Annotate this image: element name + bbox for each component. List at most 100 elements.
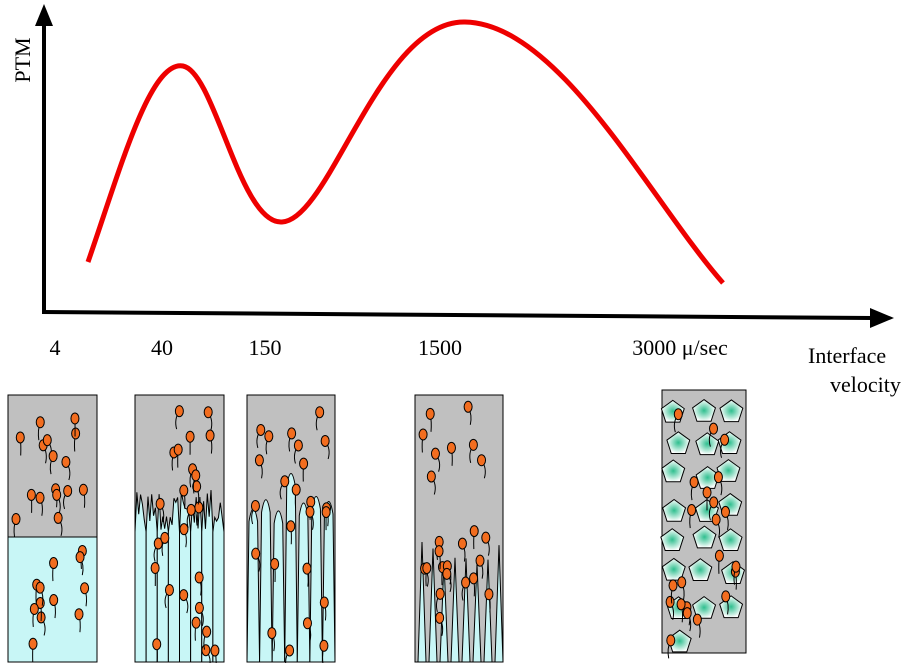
particle bbox=[250, 499, 260, 512]
particle bbox=[29, 602, 39, 615]
particle bbox=[469, 572, 479, 585]
particle bbox=[673, 408, 683, 421]
particle bbox=[711, 513, 721, 526]
particle bbox=[666, 634, 676, 647]
particle bbox=[49, 594, 59, 607]
particle bbox=[713, 471, 723, 484]
particle bbox=[469, 525, 479, 538]
x-axis bbox=[41, 310, 873, 320]
crystal bbox=[309, 496, 323, 663]
particle bbox=[210, 644, 220, 657]
particle bbox=[720, 505, 730, 518]
particle bbox=[286, 520, 296, 533]
particle bbox=[731, 560, 741, 573]
crystal bbox=[494, 545, 504, 663]
crystal bbox=[156, 494, 169, 663]
particle bbox=[179, 484, 189, 497]
crystal bbox=[417, 541, 427, 663]
grain bbox=[692, 525, 717, 549]
particle bbox=[442, 567, 452, 580]
particle bbox=[434, 545, 444, 558]
particle bbox=[185, 430, 195, 443]
particle bbox=[35, 596, 45, 609]
particle bbox=[53, 511, 63, 524]
x-label: 3000 μ/sec bbox=[632, 335, 728, 360]
panels bbox=[7, 389, 747, 663]
particle bbox=[174, 405, 184, 418]
particle bbox=[194, 601, 204, 614]
particle bbox=[35, 416, 45, 429]
particle bbox=[203, 406, 213, 419]
particle bbox=[446, 441, 456, 454]
particle bbox=[477, 454, 487, 467]
x-label: 1500 bbox=[418, 335, 462, 360]
grain bbox=[688, 558, 713, 581]
crystal bbox=[246, 508, 261, 663]
crystal bbox=[439, 562, 449, 663]
particle bbox=[205, 429, 215, 442]
particle bbox=[319, 596, 329, 609]
grain bbox=[692, 595, 717, 619]
crystal bbox=[259, 499, 273, 663]
particle bbox=[457, 537, 467, 550]
particle bbox=[160, 531, 170, 544]
x-label: 40 bbox=[151, 335, 173, 360]
particle bbox=[692, 613, 702, 626]
particle bbox=[61, 455, 71, 468]
grain bbox=[719, 399, 744, 423]
particle bbox=[80, 582, 90, 595]
particle bbox=[687, 504, 697, 517]
particle bbox=[320, 434, 330, 447]
crystal bbox=[461, 558, 471, 663]
particle bbox=[714, 549, 724, 562]
grain bbox=[695, 432, 720, 456]
x-label: 150 bbox=[249, 335, 282, 360]
particle bbox=[422, 562, 432, 575]
particle bbox=[63, 484, 73, 497]
particle bbox=[668, 579, 678, 592]
particle bbox=[481, 531, 491, 544]
particle bbox=[15, 431, 25, 444]
particle bbox=[191, 469, 201, 482]
particle bbox=[75, 551, 85, 564]
particle bbox=[152, 638, 162, 651]
particle bbox=[264, 430, 274, 443]
grain bbox=[666, 431, 691, 455]
particle bbox=[321, 506, 331, 519]
x-axis-label: Interface bbox=[808, 343, 886, 368]
particle bbox=[665, 595, 675, 608]
particle bbox=[150, 561, 160, 574]
particle bbox=[287, 427, 297, 440]
particle bbox=[202, 625, 212, 638]
panel bbox=[7, 394, 98, 538]
particle bbox=[26, 488, 36, 501]
particle bbox=[484, 588, 494, 601]
particle bbox=[682, 607, 692, 620]
ptm-curve bbox=[85, 19, 725, 285]
particle bbox=[164, 583, 174, 596]
particle bbox=[468, 438, 478, 451]
particle bbox=[201, 644, 211, 657]
particle bbox=[11, 513, 21, 526]
particle bbox=[677, 576, 687, 589]
particle bbox=[418, 428, 428, 441]
particle bbox=[49, 557, 59, 570]
particle bbox=[302, 617, 312, 630]
particle bbox=[293, 439, 303, 452]
particle bbox=[194, 571, 204, 584]
particle bbox=[435, 611, 445, 624]
particle bbox=[285, 644, 295, 657]
particle bbox=[306, 495, 316, 508]
particle bbox=[35, 581, 45, 594]
particle bbox=[48, 450, 58, 463]
particle bbox=[179, 589, 189, 602]
particle bbox=[280, 475, 290, 488]
particle bbox=[173, 443, 183, 456]
particle bbox=[52, 488, 62, 501]
particle bbox=[475, 554, 485, 567]
particle bbox=[319, 639, 329, 652]
y-axis-label: PTM bbox=[10, 37, 35, 82]
crystal bbox=[472, 563, 482, 663]
